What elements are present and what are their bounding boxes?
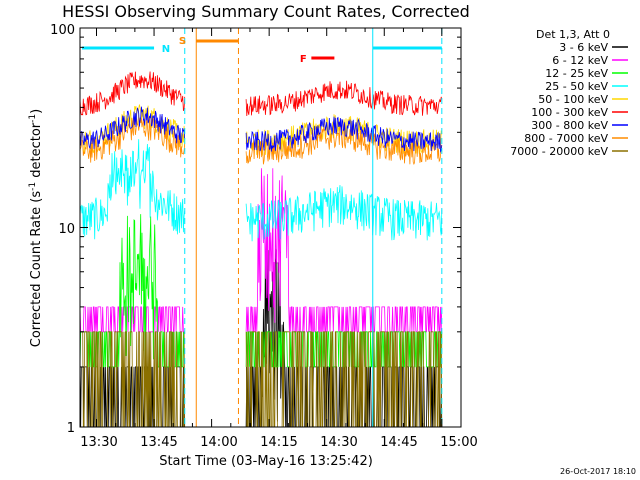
- series-trace-12-25keV: [245, 331, 442, 368]
- x-tick-label: 13:30: [80, 435, 117, 450]
- series-trace-100-300keV: [245, 80, 443, 117]
- legend-label: 12 - 25 keV: [545, 67, 608, 80]
- y-axis-ticks: [80, 27, 461, 428]
- y-tick-label-1: 1: [67, 421, 75, 436]
- series-trace-800-7000keV: [245, 123, 443, 166]
- series-trace-300-800keV: [245, 116, 443, 153]
- x-tick-labels: 13:30 13:45 14:00 14:15 14:30 14:45 15:0…: [80, 435, 477, 450]
- chart-title: HESSI Observing Summary Count Rates, Cor…: [62, 2, 470, 21]
- y-tick-label-10: 10: [58, 222, 75, 237]
- y-tick-label-100: 100: [50, 23, 75, 38]
- timestamp: 26-Oct-2017 18:10: [560, 467, 636, 476]
- x-tick-label: 14:30: [320, 435, 357, 450]
- series-trace-300-800keV: [79, 106, 186, 150]
- legend-label: 7000 - 20000 keV: [510, 145, 608, 158]
- series-trace-6-12keV: [79, 306, 185, 333]
- x-tick-label: 13:45: [140, 435, 177, 450]
- legend-header: Det 1,3, Att 0: [536, 28, 610, 41]
- legend-label: 50 - 100 keV: [538, 93, 608, 106]
- series-trace-800-7000keV: [79, 116, 186, 163]
- night-flag-label: N: [162, 44, 170, 55]
- flare-flag-label: F: [300, 54, 307, 65]
- x-axis-label: Start Time (03-May-16 13:25:42): [159, 454, 373, 469]
- x-tick-label: 15:00: [440, 435, 477, 450]
- saa-flag-label: S: [179, 36, 186, 47]
- series-trace-100-300keV: [79, 71, 186, 116]
- legend-label: 25 - 50 keV: [545, 80, 608, 93]
- y-axis-label: Corrected Count Rate (s-1 detector-1): [28, 109, 44, 347]
- series-trace-25-50keV: [245, 185, 443, 242]
- overlays: NS F: [82, 28, 443, 427]
- legend-label: 100 - 300 keV: [531, 106, 608, 119]
- legend-label: 3 - 6 keV: [559, 41, 608, 54]
- legend-label: 6 - 12 keV: [552, 54, 608, 67]
- x-axis-ticks: [95, 28, 462, 427]
- x-tick-label: 14:00: [200, 435, 237, 450]
- data-traces: [79, 71, 443, 428]
- series-trace-25-50keV: [79, 139, 186, 240]
- legend-label: 800 - 7000 keV: [524, 132, 608, 145]
- x-tick-label: 14:15: [260, 435, 297, 450]
- x-tick-label: 14:45: [380, 435, 417, 450]
- legend-label: 300 - 800 keV: [531, 119, 608, 132]
- series-trace-7000-20000keV: [80, 331, 186, 428]
